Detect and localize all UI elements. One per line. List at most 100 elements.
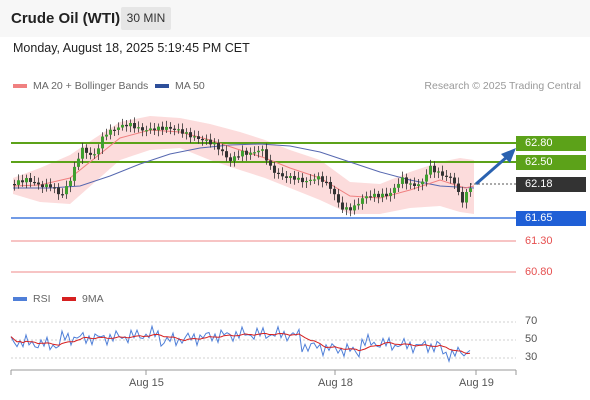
candle	[73, 166, 76, 181]
candle	[37, 182, 40, 185]
candle	[233, 156, 236, 161]
candle	[305, 180, 308, 183]
candle	[385, 193, 388, 197]
candle	[229, 157, 232, 161]
candle	[29, 178, 32, 182]
candle	[325, 181, 328, 184]
candle	[217, 142, 220, 150]
candle	[417, 184, 420, 186]
candle	[277, 172, 280, 175]
resistance-2-label: 62.80	[516, 136, 586, 151]
candle	[269, 160, 272, 166]
candle	[337, 194, 340, 203]
candle	[313, 179, 316, 181]
ma50-swatch-icon	[155, 84, 169, 88]
candle	[177, 129, 180, 131]
candle	[153, 128, 156, 131]
candle	[53, 187, 56, 189]
candle	[361, 198, 364, 204]
candle	[393, 187, 396, 193]
candle	[57, 187, 60, 195]
candle	[301, 177, 304, 183]
candle	[13, 184, 16, 186]
candle	[377, 193, 380, 198]
candle	[265, 149, 268, 161]
candle	[449, 176, 452, 178]
candle	[173, 128, 176, 130]
legend-rsi: RSI	[13, 293, 51, 305]
candle	[41, 184, 44, 188]
rsi-tick-70: 70	[525, 315, 538, 327]
candle	[437, 171, 440, 173]
candle	[237, 156, 240, 158]
date-label-aug18: Aug 18	[318, 377, 353, 389]
candle	[77, 158, 80, 167]
candle	[373, 193, 376, 197]
candle	[253, 152, 256, 154]
candle	[365, 196, 368, 199]
candle	[369, 196, 372, 198]
candle	[213, 142, 216, 145]
resistance-1-label: 62.50	[516, 155, 586, 170]
candle	[69, 180, 72, 187]
candle	[457, 183, 460, 192]
candle	[45, 184, 48, 188]
candle	[321, 176, 324, 182]
candle	[389, 192, 392, 197]
candle	[205, 139, 208, 141]
candle	[209, 139, 212, 145]
candle	[469, 188, 472, 192]
candle	[357, 203, 360, 206]
candle	[125, 124, 128, 127]
support-2-label: 60.80	[525, 266, 553, 278]
legend-ma50: MA 50	[155, 80, 205, 92]
candle	[161, 126, 164, 130]
candle	[309, 179, 312, 182]
candle	[221, 149, 224, 152]
candle	[133, 123, 136, 129]
candle	[441, 171, 444, 176]
timestamp: Monday, August 18, 2025 5:19:45 PM CET	[13, 41, 250, 55]
candle	[285, 176, 288, 178]
rsi-swatch-icon	[13, 297, 27, 301]
candle	[93, 154, 96, 156]
legend-ma20-bollinger: MA 20 + Bollinger Bands	[13, 80, 148, 92]
candle	[297, 177, 300, 180]
candle	[461, 191, 464, 203]
pivot-label: 61.65	[516, 211, 586, 226]
ma50-line	[13, 143, 475, 189]
candle	[109, 129, 112, 135]
legend-label: 9MA	[82, 293, 104, 305]
candle	[185, 132, 188, 134]
date-label-aug19: Aug 19	[459, 377, 494, 389]
candle	[329, 181, 332, 189]
candle	[353, 205, 356, 211]
candle	[169, 126, 172, 129]
candlesticks	[13, 117, 472, 217]
ma20-swatch-icon	[13, 84, 27, 88]
candle	[401, 177, 404, 184]
candle	[333, 188, 336, 195]
candle	[81, 147, 84, 159]
candle	[137, 127, 140, 129]
candle	[421, 181, 424, 185]
candle	[405, 177, 408, 184]
rsi-line	[10, 324, 471, 364]
timeframe-button[interactable]: 30 MIN	[121, 7, 171, 30]
candle	[345, 207, 348, 210]
candle	[97, 148, 100, 155]
candle	[425, 174, 428, 182]
date-label-aug15: Aug 15	[129, 377, 164, 389]
candle	[121, 124, 124, 128]
candle	[413, 183, 416, 186]
bollinger-band	[13, 116, 474, 214]
candle	[349, 207, 352, 211]
rsi-9ma-line	[10, 332, 471, 355]
candle	[33, 181, 36, 184]
candle	[65, 186, 68, 195]
rsi-tick-30: 30	[525, 351, 538, 363]
candle	[241, 150, 244, 157]
candle	[317, 176, 320, 180]
legend-label: MA 20 + Bollinger Bands	[33, 80, 149, 92]
